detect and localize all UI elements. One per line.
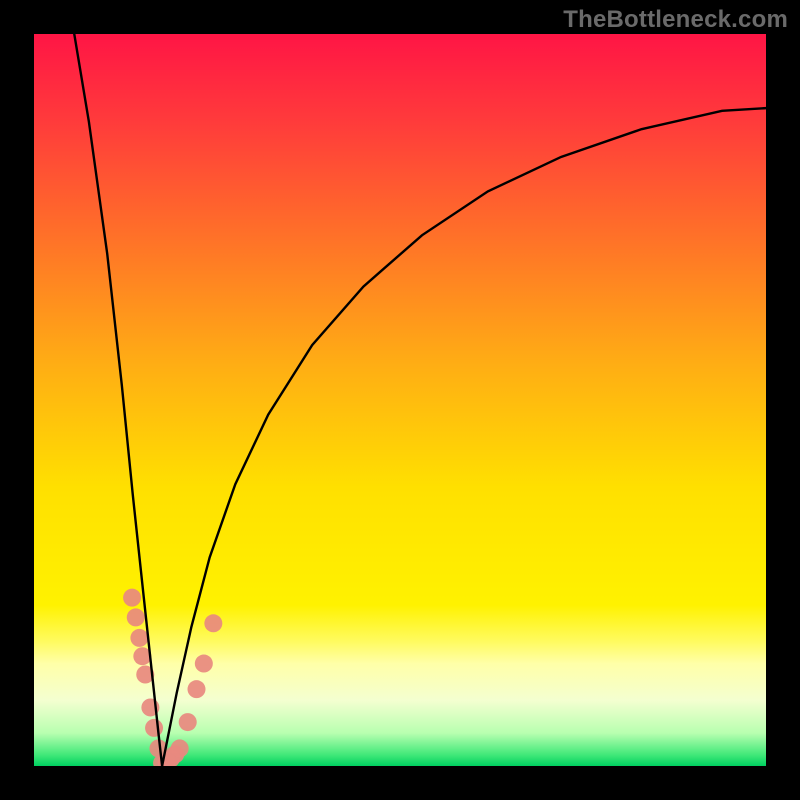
data-marker bbox=[204, 614, 222, 632]
data-marker bbox=[179, 713, 197, 731]
data-marker bbox=[123, 589, 141, 607]
data-marker bbox=[171, 739, 189, 757]
border-right bbox=[766, 0, 800, 800]
data-marker bbox=[188, 680, 206, 698]
border-bottom bbox=[0, 766, 800, 800]
attribution-label: TheBottleneck.com bbox=[563, 6, 788, 34]
data-marker bbox=[145, 719, 163, 737]
data-marker bbox=[195, 655, 213, 673]
data-marker bbox=[127, 608, 145, 626]
chart-canvas bbox=[0, 0, 800, 800]
border-left bbox=[0, 0, 34, 800]
data-marker bbox=[130, 629, 148, 647]
bottleneck-chart: TheBottleneck.com bbox=[0, 0, 800, 800]
